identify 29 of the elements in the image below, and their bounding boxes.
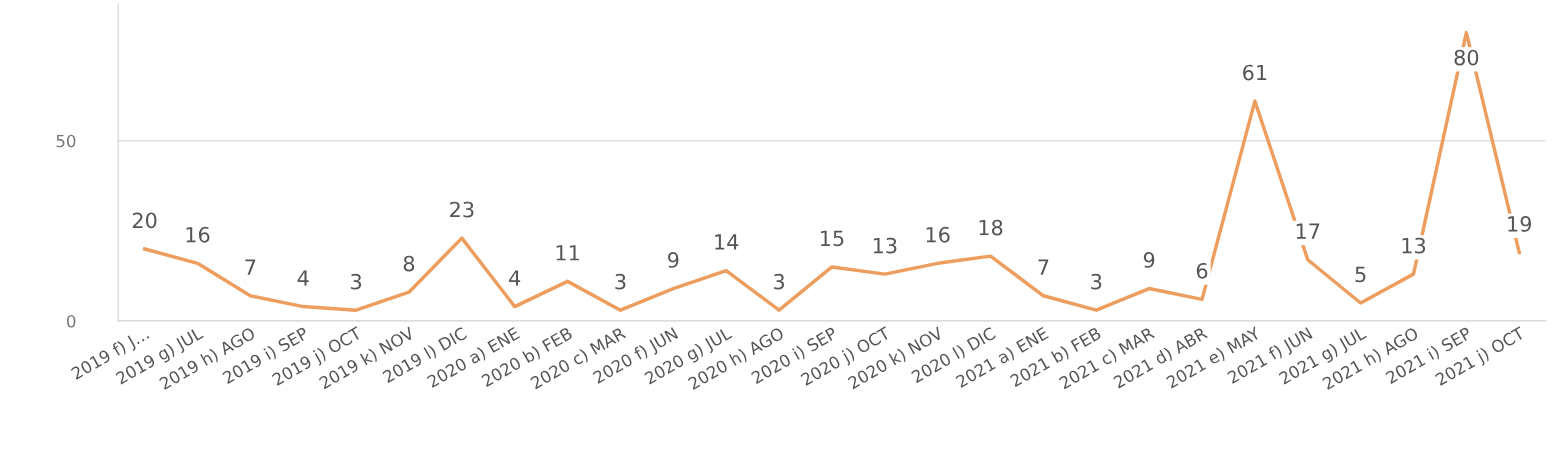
data-label: 19 bbox=[1508, 216, 1532, 232]
data-label: 9 bbox=[668, 252, 679, 268]
data-label: 8 bbox=[403, 255, 415, 272]
data-label: 14 bbox=[715, 234, 739, 250]
data-label: 4 bbox=[297, 270, 309, 286]
y-tick-label: 0 bbox=[67, 314, 76, 328]
y-tick-label: 50 bbox=[56, 134, 76, 148]
data-label: 3 bbox=[1091, 273, 1102, 290]
data-label: 61 bbox=[1243, 64, 1267, 81]
data-label: 4 bbox=[509, 270, 521, 286]
data-label: 23 bbox=[450, 201, 474, 218]
data-label: 16 bbox=[926, 226, 950, 243]
data-label: 18 bbox=[979, 219, 1003, 236]
data-label: 11 bbox=[556, 245, 579, 261]
data-label: 17 bbox=[1296, 223, 1320, 239]
data-label: 5 bbox=[1355, 266, 1366, 283]
data-label: 9 bbox=[1143, 252, 1155, 268]
data-label: 3 bbox=[351, 273, 362, 290]
data-label: 13 bbox=[1402, 237, 1426, 254]
data-label: 3 bbox=[615, 273, 626, 290]
data-label: 6 bbox=[1196, 262, 1208, 279]
data-label: 7 bbox=[1038, 259, 1049, 275]
data-label: 7 bbox=[245, 259, 256, 275]
data-label: 80 bbox=[1454, 49, 1479, 66]
data-label: 3 bbox=[774, 273, 785, 290]
data-label: 16 bbox=[186, 226, 210, 243]
data-label: 20 bbox=[132, 212, 157, 229]
data-label: 13 bbox=[873, 237, 897, 254]
data-label: 15 bbox=[820, 230, 844, 247]
